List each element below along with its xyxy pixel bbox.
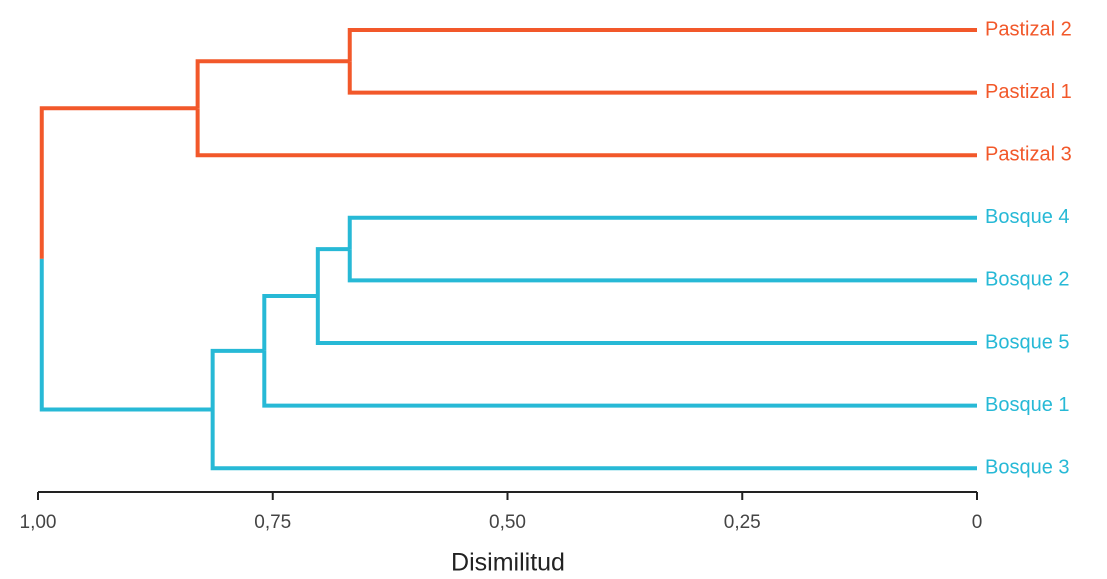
dendrogram-link <box>347 61 977 95</box>
dendrogram-link <box>39 106 198 259</box>
x-axis-label: Disimilitud <box>451 549 565 577</box>
x-tick-label: 0,50 <box>489 512 526 533</box>
dendrogram-link <box>39 258 213 412</box>
dendrogram-link <box>195 108 977 158</box>
dendrogram-link <box>262 294 318 351</box>
dendrogram-link <box>347 28 977 62</box>
leaf-label: Bosque 2 <box>985 269 1070 291</box>
dendrogram-link <box>210 409 977 471</box>
leaf-label: Pastizal 2 <box>985 18 1072 40</box>
dendrogram-link <box>347 215 977 250</box>
leaf-label: Pastizal 3 <box>985 143 1072 165</box>
dendrogram-link <box>315 247 350 297</box>
x-tick-label: 0,25 <box>724 512 761 533</box>
x-tick-label: 0 <box>972 512 983 533</box>
dendrogram-link <box>210 348 265 410</box>
dendrogram-link <box>195 59 350 109</box>
dendrogram-link <box>262 350 977 408</box>
leaf-label: Bosque 1 <box>985 394 1070 416</box>
leaf-label: Bosque 4 <box>985 206 1070 228</box>
leaf-label: Pastizal 1 <box>985 81 1072 103</box>
leaf-label: Bosque 3 <box>985 456 1070 478</box>
x-tick-label: 0,75 <box>254 512 291 533</box>
dendrogram-link <box>315 296 977 345</box>
dendrogram-link <box>347 249 977 283</box>
leaf-label: Bosque 5 <box>985 331 1070 353</box>
x-tick-label: 1,00 <box>20 512 57 533</box>
